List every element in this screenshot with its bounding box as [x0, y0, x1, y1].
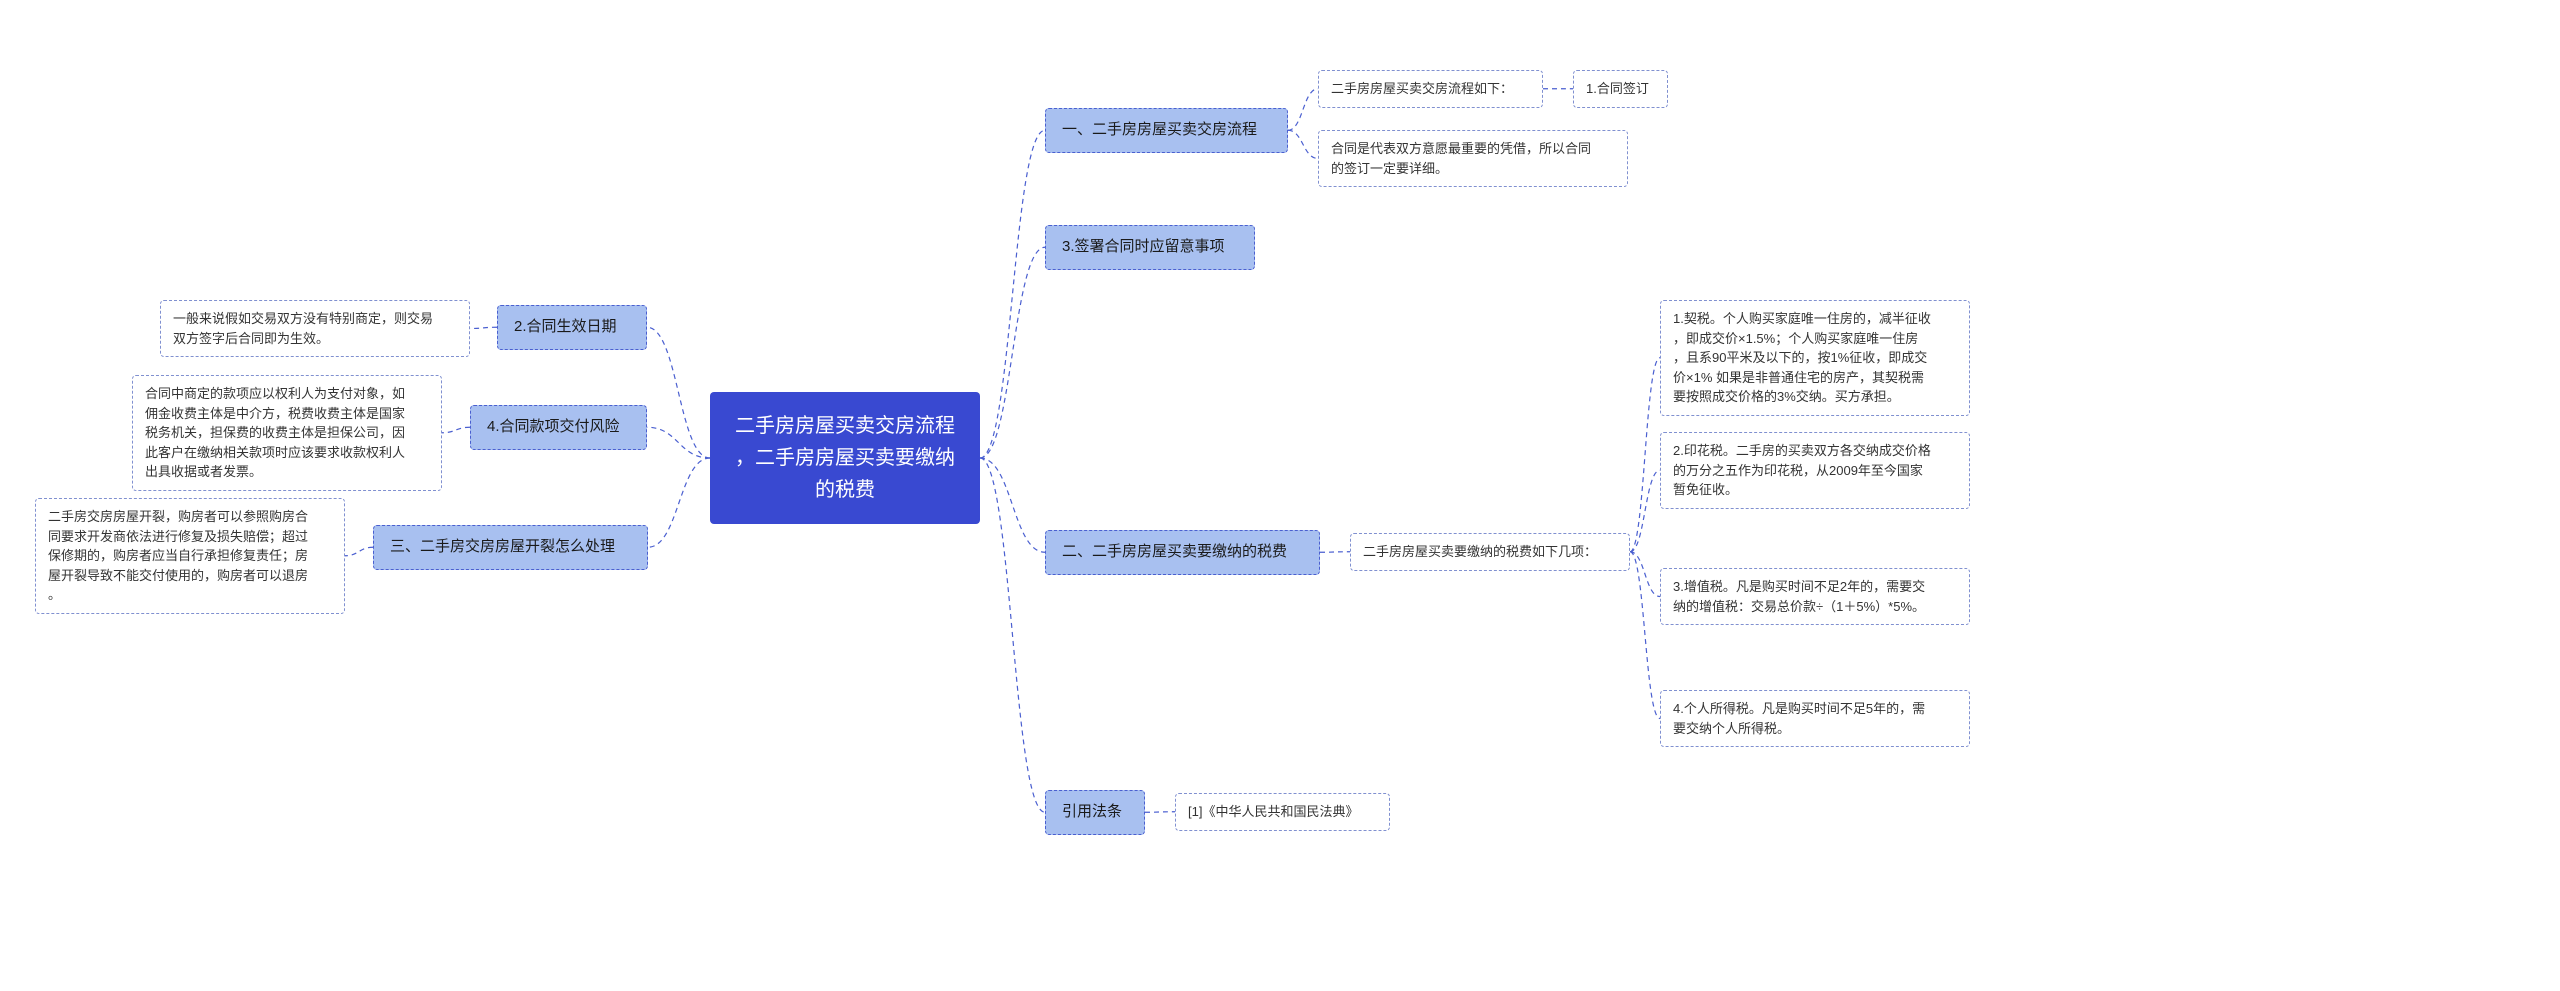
connector	[980, 458, 1045, 812]
connector	[1630, 358, 1660, 552]
mindmap-node-r1a[interactable]: 二手房房屋买卖交房流程如下：	[1318, 70, 1543, 108]
mindmap-node-r3a3[interactable]: 3.增值税。凡是购买时间不足2年的，需要交纳的增值税：交易总价款÷（1＋5%）*…	[1660, 568, 1970, 625]
connector	[647, 327, 710, 458]
connector	[648, 458, 710, 547]
mindmap-node-r1[interactable]: 一、二手房房屋买卖交房流程	[1045, 108, 1288, 153]
mindmap-node-l2[interactable]: 4.合同款项交付风险	[470, 405, 647, 450]
mindmap-node-r3a4[interactable]: 4.个人所得税。凡是购买时间不足5年的，需要交纳个人所得税。	[1660, 690, 1970, 747]
connector	[980, 130, 1045, 458]
connector	[1288, 89, 1318, 131]
mindmap-node-r2[interactable]: 3.签署合同时应留意事项	[1045, 225, 1255, 270]
mindmap-node-l3[interactable]: 三、二手房交房房屋开裂怎么处理	[373, 525, 648, 570]
mindmap-node-r1c[interactable]: 合同是代表双方意愿最重要的凭借，所以合同的签订一定要详细。	[1318, 130, 1628, 187]
connector	[1630, 552, 1660, 719]
connector	[1145, 812, 1175, 813]
mindmap-node-r3a1[interactable]: 1.契税。个人购买家庭唯一住房的，减半征收，即成交价×1.5%；个人购买家庭唯一…	[1660, 300, 1970, 416]
mindmap-node-l2a[interactable]: 合同中商定的款项应以权利人为支付对象，如佣金收费主体是中介方，税费收费主体是国家…	[132, 375, 442, 491]
mindmap-node-r3a2[interactable]: 2.印花税。二手房的买卖双方各交纳成交价格的万分之五作为印花税，从2009年至今…	[1660, 432, 1970, 509]
connector	[980, 458, 1045, 552]
connector	[1288, 130, 1318, 158]
mindmap-node-r4[interactable]: 引用法条	[1045, 790, 1145, 835]
mindmap-node-r3a[interactable]: 二手房房屋买卖要缴纳的税费如下几项：	[1350, 533, 1630, 571]
mindmap-node-l1[interactable]: 2.合同生效日期	[497, 305, 647, 350]
connector	[442, 427, 470, 433]
connector	[470, 327, 497, 328]
mindmap-node-l1a[interactable]: 一般来说假如交易双方没有特别商定，则交易双方签字后合同即为生效。	[160, 300, 470, 357]
connector	[1630, 470, 1660, 552]
mindmap-node-r3[interactable]: 二、二手房房屋买卖要缴纳的税费	[1045, 530, 1320, 575]
mindmap-node-root[interactable]: 二手房房屋买卖交房流程，二手房房屋买卖要缴纳的税费	[710, 392, 980, 524]
mindmap-node-r1b[interactable]: 1.合同签订	[1573, 70, 1668, 108]
mindmap-node-r4a[interactable]: [1]《中华人民共和国民法典》	[1175, 793, 1390, 831]
connector	[1320, 552, 1350, 553]
connector	[647, 427, 710, 458]
mindmap-node-l3a[interactable]: 二手房交房房屋开裂，购房者可以参照购房合同要求开发商依法进行修复及损失赔偿；超过…	[35, 498, 345, 614]
connector	[980, 247, 1045, 458]
connector	[345, 547, 373, 556]
connector	[1630, 552, 1660, 597]
